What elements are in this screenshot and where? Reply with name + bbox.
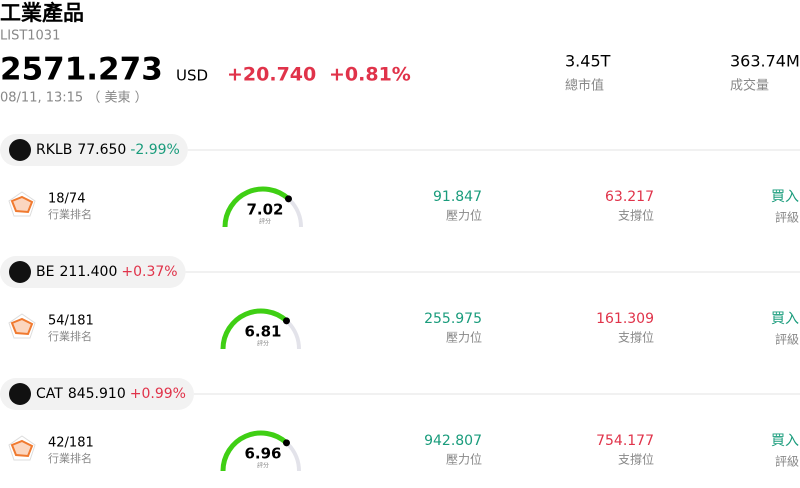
gauge-arc — [220, 308, 289, 350]
rating-label: 評級 — [775, 454, 799, 469]
stock-symbol: CAT — [36, 386, 63, 402]
score: 7.02 — [246, 201, 283, 219]
rank: 42/181 — [48, 436, 94, 451]
radar-shape — [10, 439, 34, 458]
stock-symbol: RKLB — [36, 142, 72, 158]
rating-label: 評級 — [775, 210, 799, 225]
stock-change: +0.99% — [130, 386, 186, 402]
support-label: 支撐位 — [618, 330, 654, 345]
time: 08/11, 13:15 （ 美東 ） — [0, 90, 148, 106]
currency: USD — [176, 67, 208, 85]
score-label: 評分 — [257, 462, 269, 470]
rating-label: 評級 — [775, 332, 799, 347]
gauge-dot — [282, 317, 290, 325]
price: 2571.273 — [0, 52, 163, 88]
score-label: 評分 — [259, 218, 271, 226]
support-label: 支撐位 — [618, 452, 654, 467]
stock-change: +0.37% — [121, 264, 177, 280]
title: 工業產品 — [0, 1, 84, 25]
stock-logo — [9, 139, 31, 161]
rank: 18/74 — [48, 192, 85, 207]
rank-label: 行業排名 — [48, 451, 92, 465]
radar-shape — [10, 195, 34, 214]
resistance-label: 壓力位 — [446, 208, 482, 223]
radar-bg — [8, 191, 36, 217]
rank: 54/181 — [48, 314, 94, 329]
stock-pill — [0, 378, 194, 410]
stock-pill — [0, 134, 188, 166]
stock-symbol: BE — [36, 264, 54, 280]
support: 161.309 — [596, 311, 654, 327]
rank-label: 行業排名 — [48, 207, 92, 221]
stat-value: 363.74M — [730, 52, 800, 71]
stat-label: 總市值 — [565, 78, 604, 94]
support-label: 支撐位 — [618, 208, 654, 223]
stat-label: 成交量 — [730, 78, 769, 94]
change: +20.740 — [227, 64, 316, 86]
stock-logo — [9, 261, 31, 283]
resistance-label: 壓力位 — [446, 452, 482, 467]
radar-shape — [10, 317, 34, 336]
stock-logo — [9, 383, 31, 405]
stock-price: 77.650 — [77, 142, 126, 158]
score: 6.81 — [244, 323, 281, 341]
gauge-dot — [282, 439, 290, 447]
radar-bg — [8, 435, 36, 461]
stock-change: -2.99% — [130, 142, 180, 158]
change-pct: +0.81% — [329, 64, 411, 86]
support: 754.177 — [596, 433, 654, 449]
rank-label: 行業排名 — [48, 329, 92, 343]
score-label: 評分 — [257, 340, 269, 348]
gauge-arc — [220, 430, 289, 472]
resistance-label: 壓力位 — [446, 330, 482, 345]
radar-bg — [8, 313, 36, 339]
support: 63.217 — [605, 189, 654, 205]
gauge-arc — [222, 186, 291, 228]
resistance: 91.847 — [433, 189, 482, 205]
rating: 買入 — [771, 311, 799, 327]
resistance: 942.807 — [424, 433, 482, 449]
score: 6.96 — [244, 445, 281, 463]
rating: 買入 — [771, 433, 799, 449]
stock-pill — [0, 256, 186, 288]
stock-price: 211.400 — [59, 264, 117, 280]
rating: 買入 — [771, 189, 799, 205]
stat-value: 3.45T — [565, 52, 611, 71]
resistance: 255.975 — [424, 311, 482, 327]
stock-price: 845.910 — [68, 386, 126, 402]
gauge-dot — [284, 195, 292, 203]
code: LIST1031 — [0, 29, 60, 44]
